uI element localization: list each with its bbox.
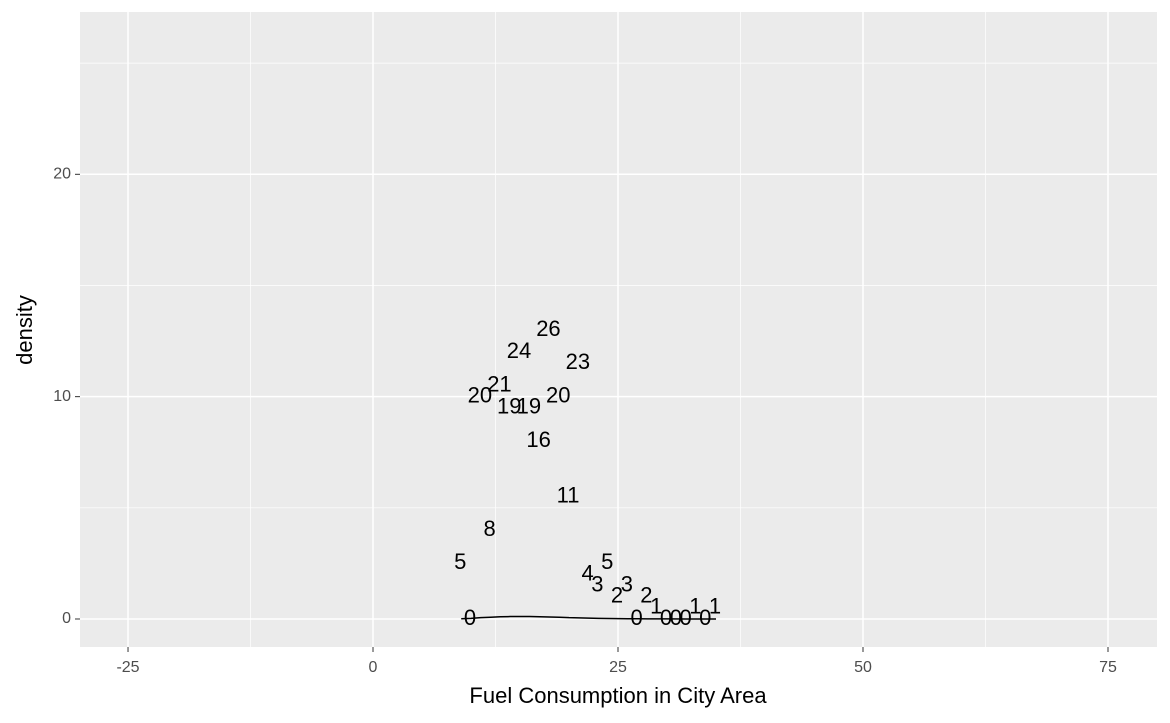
count-label: 5 bbox=[601, 549, 613, 574]
count-label: 26 bbox=[536, 316, 560, 341]
count-label: 19 bbox=[497, 394, 521, 419]
count-label: 1 bbox=[689, 594, 701, 619]
y-axis-title: density bbox=[12, 295, 37, 365]
y-tick-label: 20 bbox=[53, 166, 71, 183]
count-label: 24 bbox=[507, 338, 531, 363]
count-label: 0 bbox=[631, 605, 643, 630]
x-axis-title: Fuel Consumption in City Area bbox=[469, 683, 767, 708]
count-label: 0 bbox=[699, 605, 711, 630]
count-label: 20 bbox=[546, 382, 570, 407]
count-label: 0 bbox=[464, 605, 476, 630]
count-label: 2 bbox=[640, 583, 652, 608]
count-label: 8 bbox=[484, 516, 496, 541]
count-label: 16 bbox=[526, 427, 550, 452]
x-tick-label: 25 bbox=[609, 659, 627, 676]
count-label: 0 bbox=[680, 605, 692, 630]
count-label: 5 bbox=[454, 549, 466, 574]
y-tick-label: 10 bbox=[53, 388, 71, 405]
count-label: 2 bbox=[611, 583, 623, 608]
count-label: 0 bbox=[660, 605, 672, 630]
x-tick-label: 50 bbox=[854, 659, 872, 676]
count-label: 1 bbox=[709, 594, 721, 619]
x-tick-label: 0 bbox=[369, 659, 378, 676]
x-tick-label: 75 bbox=[1099, 659, 1117, 676]
count-label: 19 bbox=[517, 394, 541, 419]
y-tick-label: 0 bbox=[62, 610, 71, 627]
count-label: 4 bbox=[582, 560, 594, 585]
count-label: 3 bbox=[591, 571, 603, 596]
count-label: 0 bbox=[670, 605, 682, 630]
count-label: 3 bbox=[621, 571, 633, 596]
count-label: 23 bbox=[566, 349, 590, 374]
count-label: 20 bbox=[468, 382, 492, 407]
count-label: 11 bbox=[557, 483, 580, 508]
x-tick-label: -25 bbox=[116, 659, 139, 676]
count-label: 1 bbox=[650, 594, 662, 619]
density-line bbox=[461, 615, 717, 620]
count-label: 21 bbox=[487, 371, 511, 396]
